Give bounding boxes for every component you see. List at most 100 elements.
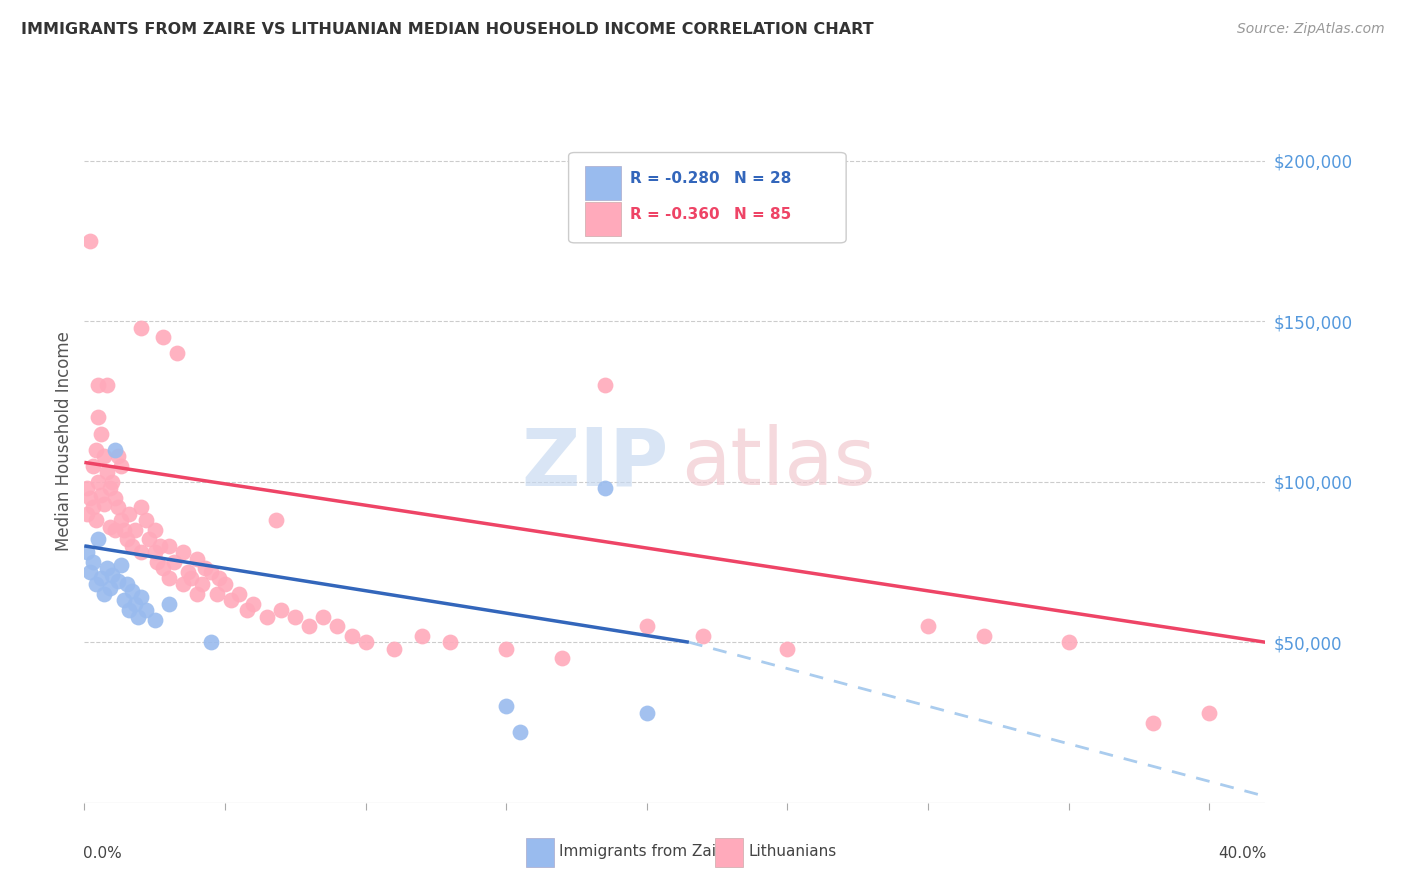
Point [82,500,104,515]
Point [200,635,222,649]
Point [96,561,118,575]
Point [96,378,118,392]
Point [107,449,129,463]
Point [127,609,149,624]
Point [79,234,101,248]
Point [87,533,110,547]
Point [98,581,121,595]
Point [157,539,180,553]
Point [121,539,143,553]
Point [82,555,104,569]
Point [110,558,132,573]
Point [1057,635,1080,649]
Point [107,574,129,589]
Point [98,481,121,495]
Text: ZIP: ZIP [522,425,669,502]
Point [93,587,115,601]
Point [157,571,180,585]
Point [200,565,222,579]
Point [180,571,202,585]
Point [593,378,616,392]
Point [98,519,121,533]
Point [163,555,186,569]
Point [110,513,132,527]
Point [143,613,166,627]
Text: 40.0%: 40.0% [1218,847,1267,861]
Point [411,629,433,643]
FancyBboxPatch shape [568,153,846,243]
Point [298,619,321,633]
FancyBboxPatch shape [526,838,554,867]
Point [284,609,307,624]
Point [495,641,517,656]
Text: 0.0%: 0.0% [83,847,122,861]
Point [551,651,574,665]
Point [149,539,172,553]
Point [129,500,152,515]
Point [124,523,146,537]
Point [135,603,157,617]
FancyBboxPatch shape [585,166,620,200]
Point [87,378,110,392]
Point [214,577,236,591]
Point [129,545,152,559]
Point [495,699,517,714]
Point [112,523,135,537]
Point [152,561,174,575]
Point [115,533,138,547]
Point [82,458,104,473]
Point [143,523,166,537]
Point [121,583,143,598]
Point [186,587,208,601]
Point [205,587,228,601]
Point [312,609,335,624]
Point [76,481,98,495]
Point [146,555,169,569]
Point [84,442,107,457]
Point [509,725,531,739]
Point [101,567,124,582]
FancyBboxPatch shape [585,202,620,236]
Point [1198,706,1220,720]
Text: R = -0.360: R = -0.360 [630,207,720,222]
Point [110,458,132,473]
Point [135,513,157,527]
Text: N = 85: N = 85 [734,207,792,222]
FancyBboxPatch shape [716,838,744,867]
Point [172,545,194,559]
Text: R = -0.280: R = -0.280 [630,170,720,186]
Point [143,545,166,559]
Point [172,577,194,591]
Point [104,491,127,505]
Point [186,551,208,566]
Text: Immigrants from Zaire: Immigrants from Zaire [560,845,731,859]
Point [93,497,115,511]
Point [177,565,200,579]
Text: Source: ZipAtlas.com: Source: ZipAtlas.com [1237,22,1385,37]
Text: Lithuanians: Lithuanians [748,845,837,859]
Text: IMMIGRANTS FROM ZAIRE VS LITHUANIAN MEDIAN HOUSEHOLD INCOME CORRELATION CHART: IMMIGRANTS FROM ZAIRE VS LITHUANIAN MEDI… [21,22,873,37]
Point [208,571,231,585]
Point [115,577,138,591]
Text: N = 28: N = 28 [734,170,792,186]
Point [84,577,107,591]
Point [256,609,278,624]
Point [157,597,180,611]
Point [166,346,188,360]
Point [101,475,124,489]
Point [90,571,112,585]
Point [191,577,214,591]
Point [219,593,242,607]
Point [87,410,110,425]
Point [79,565,101,579]
Point [107,500,129,515]
Point [79,491,101,505]
Point [138,533,160,547]
Point [354,635,377,649]
Text: atlas: atlas [681,425,875,502]
Point [236,603,259,617]
Point [382,641,405,656]
Point [87,475,110,489]
Point [104,523,127,537]
Point [194,561,217,575]
